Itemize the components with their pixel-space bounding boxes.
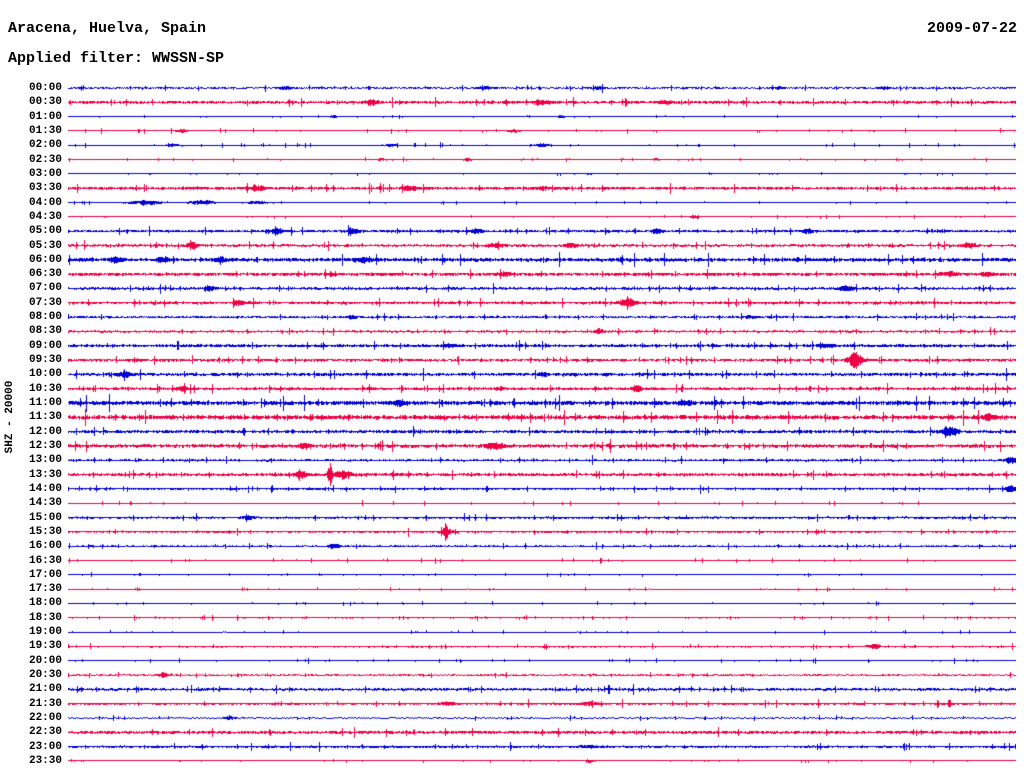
trace-time-label: 17:00 xyxy=(28,568,62,581)
trace-time-label: 23:00 xyxy=(28,740,62,753)
trace-time-label: 19:30 xyxy=(28,640,62,653)
trace-time-label: 08:30 xyxy=(28,325,62,338)
applied-filter-label: Applied filter: WWSSN-SP xyxy=(8,50,225,67)
trace-time-label: 10:30 xyxy=(28,382,62,395)
trace-time-label: 19:00 xyxy=(28,626,62,639)
trace-time-label: 07:30 xyxy=(28,296,62,309)
trace-time-label: 03:30 xyxy=(28,182,62,195)
trace-time-label: 21:30 xyxy=(28,697,62,710)
trace-time-label: 02:30 xyxy=(28,153,62,166)
trace-time-label: 14:30 xyxy=(28,497,62,510)
trace-time-label: 01:30 xyxy=(28,124,62,137)
trace-time-label: 17:30 xyxy=(28,583,62,596)
trace-time-label: 06:30 xyxy=(28,268,62,281)
trace-time-label: 13:30 xyxy=(28,468,62,481)
trace-time-label: 09:00 xyxy=(28,339,62,352)
trace-time-label: 04:30 xyxy=(28,210,62,223)
trace-time-label: 21:00 xyxy=(28,683,62,696)
trace-time-label: 13:00 xyxy=(28,454,62,467)
trace-time-label: 07:00 xyxy=(28,282,62,295)
trace-canvas xyxy=(68,80,1016,780)
trace-time-label: 22:00 xyxy=(28,712,62,725)
trace-time-label: 14:00 xyxy=(28,482,62,495)
trace-time-label: 08:00 xyxy=(28,311,62,324)
trace-time-label: 12:00 xyxy=(28,425,62,438)
trace-time-label: 03:00 xyxy=(28,167,62,180)
trace-time-label: 15:00 xyxy=(28,511,62,524)
trace-time-label: 09:30 xyxy=(28,354,62,367)
trace-time-label: 11:30 xyxy=(28,411,62,424)
trace-time-label: 23:30 xyxy=(28,754,62,767)
trace-time-label: 18:00 xyxy=(28,597,62,610)
trace-time-label: 06:00 xyxy=(28,253,62,266)
trace-time-label: 20:00 xyxy=(28,654,62,667)
trace-time-label: 16:00 xyxy=(28,540,62,553)
trace-time-label: 00:30 xyxy=(28,96,62,109)
trace-time-label: 15:30 xyxy=(28,525,62,538)
trace-time-label: 22:30 xyxy=(28,726,62,739)
trace-time-label: 01:00 xyxy=(28,110,62,123)
station-title: Aracena, Huelva, Spain xyxy=(8,20,207,37)
trace-time-label: 04:00 xyxy=(28,196,62,209)
trace-time-label: 00:00 xyxy=(28,82,62,94)
trace-time-label: 05:00 xyxy=(28,225,62,238)
record-date: 2009-07-22 xyxy=(926,20,1017,37)
trace-time-label: 16:30 xyxy=(28,554,62,567)
trace-time-label: 18:30 xyxy=(28,611,62,624)
trace-time-label: 12:30 xyxy=(28,439,62,452)
trace-time-label: 10:00 xyxy=(28,368,62,381)
trace-time-label: 02:00 xyxy=(28,139,62,152)
trace-time-label: 20:30 xyxy=(28,669,62,682)
trace-time-label: 05:30 xyxy=(28,239,62,252)
trace-time-label: 11:00 xyxy=(28,397,62,410)
seismogram-plot: 00:00 00:30 01:00 01:30 02:00 02:30 03:00 03:30… xyxy=(0,80,1024,780)
